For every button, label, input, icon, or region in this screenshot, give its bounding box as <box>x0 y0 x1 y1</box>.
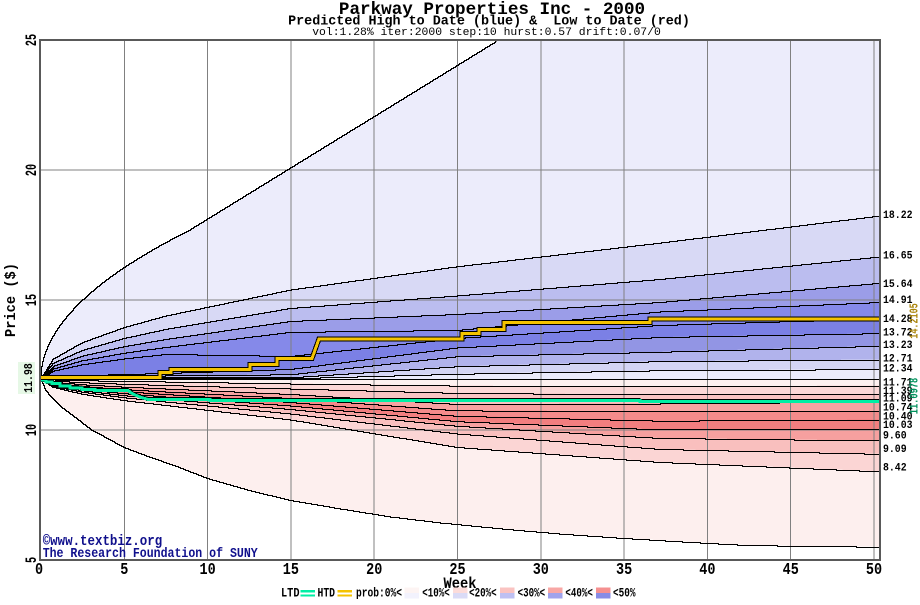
svg-text:20: 20 <box>366 560 382 579</box>
svg-text:35: 35 <box>616 560 632 579</box>
svg-text:16.65: 16.65 <box>883 251 913 263</box>
svg-text:LTD: LTD <box>281 586 300 601</box>
svg-text:30: 30 <box>533 560 549 579</box>
svg-text:9.09: 9.09 <box>883 444 907 456</box>
svg-text:vol:1.28% iter:2000 step:10 hu: vol:1.28% iter:2000 step:10 hurst:0.57 d… <box>312 27 661 39</box>
svg-text:15.64: 15.64 <box>883 279 913 291</box>
svg-text:HTD: HTD <box>318 586 336 601</box>
svg-text:11.0978: 11.0978 <box>909 378 920 415</box>
svg-text:8.42: 8.42 <box>883 463 907 475</box>
svg-text:10: 10 <box>200 560 216 579</box>
svg-text:<50%: <50% <box>613 586 636 601</box>
svg-text:5: 5 <box>23 557 41 563</box>
svg-text:25: 25 <box>23 34 41 46</box>
svg-text:prob:0%<: prob:0%< <box>356 586 402 601</box>
svg-text:The Research Foundation of SUN: The Research Foundation of SUNY <box>43 546 258 562</box>
svg-text:20: 20 <box>23 164 41 176</box>
svg-text:<10%<: <10%< <box>422 586 450 601</box>
svg-text:10: 10 <box>23 424 41 436</box>
svg-text:15: 15 <box>283 560 299 579</box>
svg-text:15: 15 <box>23 294 41 306</box>
svg-text:45: 45 <box>783 560 799 579</box>
svg-text:<40%<: <40%< <box>565 586 593 601</box>
svg-text:13.23: 13.23 <box>883 340 913 352</box>
svg-text:50: 50 <box>866 560 882 579</box>
svg-text:9.60: 9.60 <box>883 431 907 443</box>
svg-text:5: 5 <box>120 560 128 579</box>
svg-text:11.98: 11.98 <box>22 363 36 393</box>
svg-text:40: 40 <box>699 560 715 579</box>
svg-text:Price ($): Price ($) <box>4 263 20 337</box>
svg-text:12.34: 12.34 <box>883 364 913 376</box>
svg-text:<30%<: <30%< <box>518 586 546 601</box>
svg-text:18.22: 18.22 <box>883 210 913 222</box>
svg-text:14.2105: 14.2105 <box>909 303 920 339</box>
svg-text:<20%<: <20%< <box>469 586 497 601</box>
